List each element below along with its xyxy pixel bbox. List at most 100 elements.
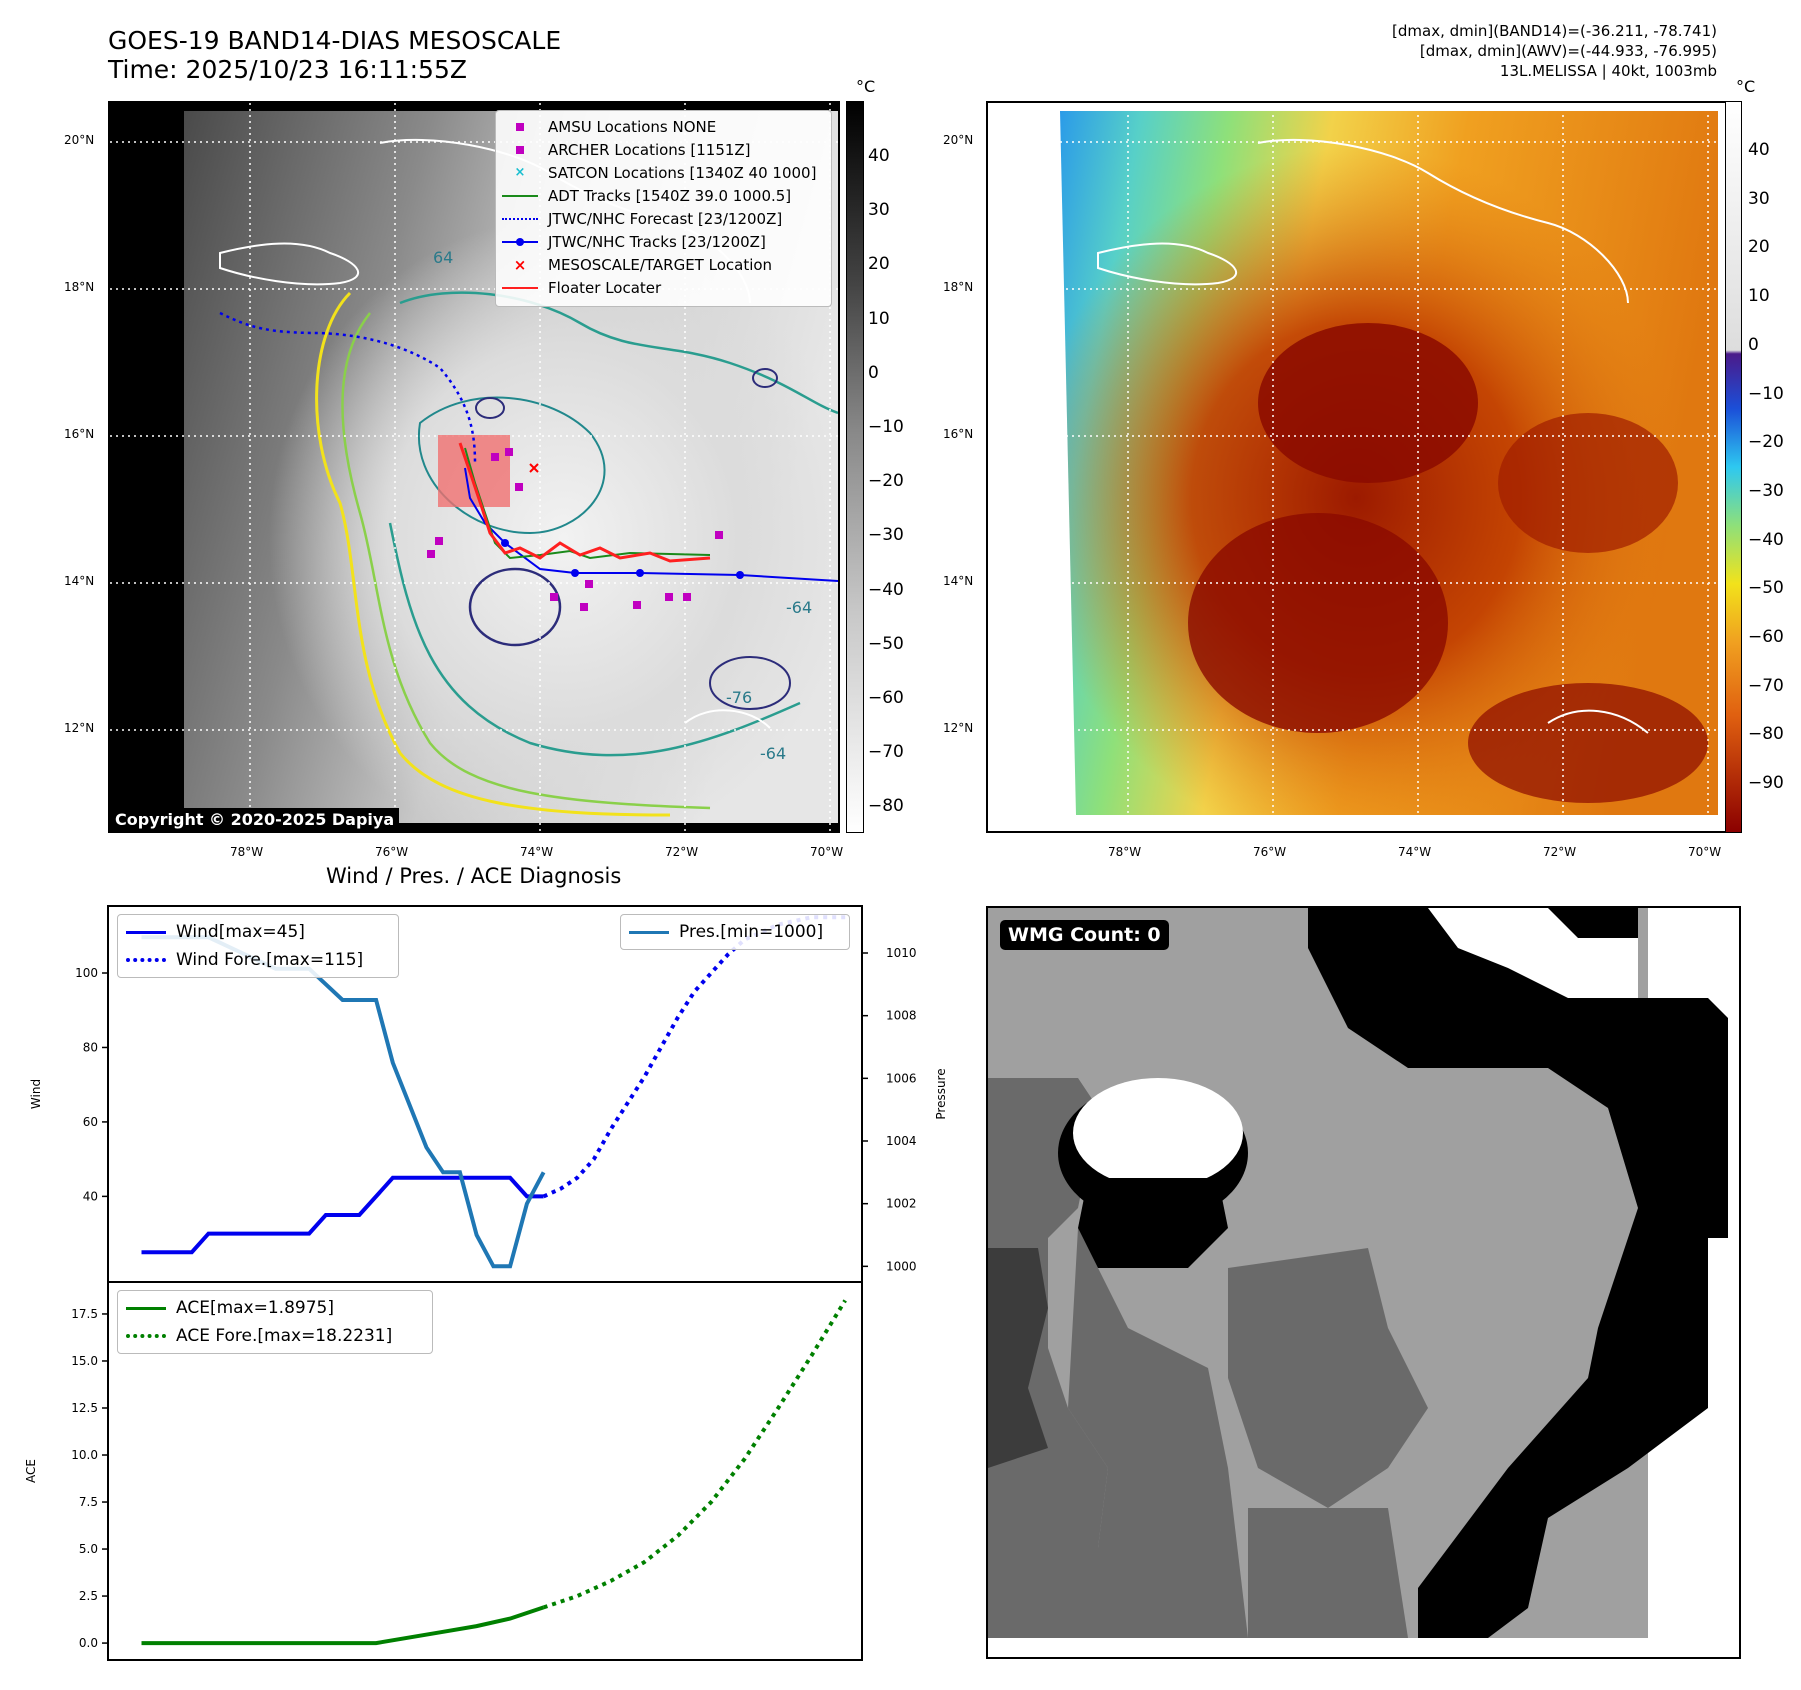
series-line-wind-forecast [542, 915, 846, 1199]
awv-lat-label-18n: 18°N [943, 280, 974, 294]
figure-title: GOES-19 BAND14-DIAS MESOSCALE [108, 26, 562, 55]
awv-colorbar-tick-6: −20 [1748, 432, 1784, 453]
ace-ytick-label-1: 2.5 [79, 1589, 98, 1603]
awv-colorbar-tick-8: −40 [1748, 529, 1784, 550]
ace-ytick-label-3: 7.5 [79, 1495, 98, 1509]
wmg-svg [988, 908, 1739, 1657]
legend-ace: ACE[max=1.8975] [176, 1298, 334, 1318]
awv-lon-label-78w: 78°W [1108, 845, 1142, 859]
wind-axis-label: Wind [29, 1079, 43, 1109]
contour-label-2: -76 [726, 688, 752, 707]
ir-colorbar-tick-8: −40 [868, 579, 904, 600]
ir-colorbar-tick-4: 0 [868, 362, 879, 383]
pressure-ytick-label-1: 1002 [886, 1197, 917, 1211]
awv-colorbar-tick-1: 30 [1748, 188, 1770, 209]
awv-lon-label-72w: 72°W [1543, 845, 1577, 859]
lon-label-74w: 74°W [520, 845, 554, 859]
awv-colorbar-tick-13: −90 [1748, 773, 1784, 794]
legend-archer: ARCHER Locations [1151Z] [548, 140, 751, 159]
series-line-pressure [141, 935, 546, 1269]
awv-range-info: [dmax, dmin](AWV)=(-44.933, -76.995) [1419, 42, 1717, 60]
ir-colorbar-tick-2: 20 [868, 254, 890, 275]
awv-lat-label-20n: 20°N [943, 133, 974, 147]
storm-info: 13L.MELISSA | 40kt, 1003mb [1499, 62, 1717, 80]
series-line-ace [141, 1605, 545, 1646]
ir-colorbar-tick-3: 10 [868, 308, 890, 329]
legend-tracks: JTWC/NHC Tracks [23/1200Z] [548, 232, 766, 251]
legend-floater: Floater Locater [548, 278, 662, 297]
awv-colorbar [1725, 101, 1742, 833]
ir-colorbar-tick-12: −80 [868, 796, 904, 817]
wind-ytick-label-1: 60 [83, 1115, 98, 1129]
band14-range-info: [dmax, dmin](BAND14)=(-36.211, -78.741) [1392, 22, 1717, 40]
pressure-ytick-label-3: 1006 [886, 1071, 917, 1085]
wind-ytick-label-3: 100 [75, 966, 98, 980]
awv-colorbar-tick-11: −70 [1748, 675, 1784, 696]
figure-time: Time: 2025/10/23 16:11:55Z [108, 55, 467, 84]
ir-colorbar-tick-6: −20 [868, 471, 904, 492]
lat-label-14n: 14°N [64, 574, 95, 588]
ace-ytick-label-0: 0.0 [79, 1636, 98, 1650]
ir-colorbar-tick-5: −10 [868, 417, 904, 437]
awv-colorbar-tick-0: 40 [1748, 140, 1770, 160]
wind-ytick-label-2: 80 [83, 1040, 98, 1054]
lat-label-20n: 20°N [64, 133, 95, 147]
legend-adt: ADT Tracks [1540Z 39.0 1000.5] [548, 186, 792, 205]
lat-label-12n: 12°N [64, 721, 95, 735]
ace-axis-label: ACE [24, 1459, 38, 1483]
ir-colorbar [846, 101, 864, 833]
series-line-wind [141, 1175, 544, 1255]
map-legend: AMSU Locations NONE ARCHER Locations [11… [495, 110, 832, 307]
lon-label-78w: 78°W [230, 845, 264, 859]
contour-label-4: 64 [433, 248, 453, 267]
legend-pressure: Pres.[min=1000] [679, 922, 824, 942]
awv-colorbar-tick-7: −30 [1748, 480, 1784, 501]
contour-label-3: -64 [760, 744, 786, 763]
ir-colorbar-tick-7: −30 [868, 525, 904, 546]
diagnosis-title: Wind / Pres. / ACE Diagnosis [326, 864, 622, 888]
awv-lat-label-16n: 16°N [943, 427, 974, 441]
copyright-label: Copyright © 2020-2025 Dapiya [110, 808, 400, 831]
ace-ytick-label-5: 12.5 [71, 1401, 98, 1415]
ace-ytick-label-7: 17.5 [71, 1307, 98, 1321]
awv-colorbar-tick-4: 0 [1748, 334, 1759, 355]
series-line-ace-forecast [542, 1299, 847, 1610]
ir-colorbar-tick-10: −60 [868, 688, 904, 708]
pressure-ytick-label-5: 1010 [886, 946, 917, 960]
legend-wind: Wind[max=45] [176, 922, 305, 942]
awv-colorbar-tick-5: −10 [1748, 383, 1784, 404]
awv-colorbar-unit: °C [1736, 77, 1756, 96]
wind-ytick-label-0: 40 [83, 1189, 98, 1203]
lon-label-72w: 72°W [665, 845, 699, 859]
lon-label-70w: 70°W [810, 845, 844, 859]
ace-legend: ACE[max=1.8975] ACE Fore.[max=18.2231] [117, 1290, 433, 1354]
awv-colorbar-tick-12: −80 [1748, 724, 1784, 745]
awv-lat-label-12n: 12°N [943, 721, 974, 735]
legend-target: MESOSCALE/TARGET Location [548, 255, 773, 274]
pressure-ytick-label-4: 1008 [886, 1009, 917, 1023]
ir-colorbar-tick-0: 40 [868, 146, 890, 166]
pressure-ytick-label-2: 1004 [886, 1134, 917, 1148]
awv-colorbar-tick-9: −50 [1748, 578, 1784, 599]
wmg-panel: WMG Count: 0 [986, 906, 1741, 1659]
legend-ace-forecast: ACE Fore.[max=18.2231] [176, 1326, 393, 1346]
lat-label-18n: 18°N [64, 280, 95, 294]
pressure-ytick-label-0: 1000 [886, 1259, 917, 1273]
awv-lon-label-70w: 70°W [1688, 845, 1722, 859]
ir-colorbar-tick-11: −70 [868, 742, 904, 763]
lat-label-16n: 16°N [64, 427, 95, 441]
legend-satcon: SATCON Locations [1340Z 40 1000] [548, 163, 817, 182]
contour-label-1: -64 [786, 598, 812, 617]
awv-map-svg [988, 103, 1739, 831]
awv-map-panel [986, 101, 1741, 833]
awv-colorbar-tick-10: −60 [1748, 627, 1784, 647]
ir-colorbar-tick-9: −50 [868, 633, 904, 654]
legend-wind-forecast: Wind Fore.[max=115] [176, 950, 364, 970]
pressure-axis-label: Pressure [934, 1068, 948, 1119]
pressure-legend: Pres.[min=1000] [620, 914, 850, 950]
awv-colorbar-tick-3: 10 [1748, 286, 1770, 307]
ir-map-panel: -64 -76 -64 64 AMSU Locations NONE ARCHE… [108, 101, 840, 833]
lon-label-76w: 76°W [375, 845, 409, 859]
wind-legend: Wind[max=45] Wind Fore.[max=115] [117, 914, 399, 978]
awv-lon-label-74w: 74°W [1398, 845, 1432, 859]
